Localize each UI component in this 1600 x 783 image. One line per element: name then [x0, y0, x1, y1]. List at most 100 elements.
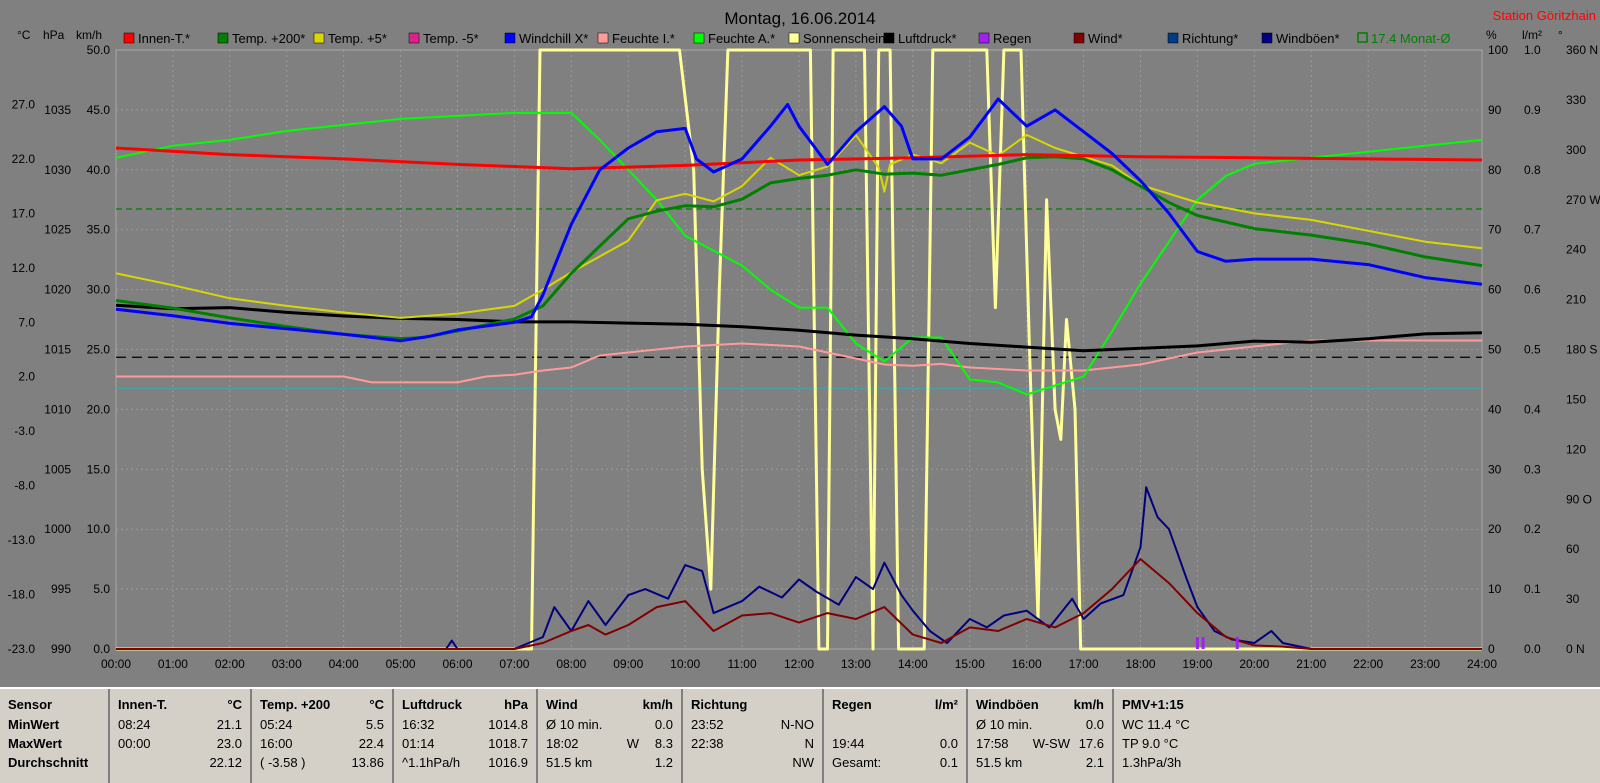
summary-cell-value: 13.86: [351, 755, 384, 770]
summary-cell-time: 51.5 km: [976, 755, 1023, 770]
direction-tick-label: 210: [1566, 293, 1586, 307]
temp-tick-label: -13.0: [8, 533, 36, 547]
direction-tick-label: 60: [1566, 542, 1580, 556]
rain-tick-label: 0.7: [1524, 223, 1541, 237]
summary-cell-value: 22.4: [358, 736, 384, 751]
percent-tick-label: 30: [1488, 462, 1502, 476]
temp-tick-label: -3.0: [14, 424, 35, 438]
summary-header: Regen l/m²: [832, 697, 958, 717]
summary-cell-time: MinWert: [8, 717, 60, 732]
summary-row: 51.5 km 1.2: [546, 755, 673, 774]
summary-cell-time: ^1.1hPa/h: [402, 755, 461, 770]
kmh-tick-label: 45.0: [87, 103, 111, 117]
summary-cell-time: 16:00: [260, 736, 293, 751]
legend-swatch: [597, 32, 609, 44]
series-line: [115, 303, 1483, 353]
summary-cell-value: N: [804, 736, 814, 751]
station-label: Station Göritzhain: [1493, 8, 1596, 23]
summary-row: MinWert: [8, 717, 100, 736]
summary-cell-time: 17:58: [976, 736, 1009, 751]
summary-header-label: Regen: [832, 697, 872, 712]
direction-tick-label: 270 W: [1566, 193, 1600, 207]
temp-tick-label: 22.0: [12, 152, 36, 166]
chart-title: Montag, 16.06.2014: [724, 9, 875, 28]
temp-tick-label: -8.0: [14, 479, 35, 493]
hpa-tick-label: 1025: [44, 223, 71, 237]
temp-tick-label: -23.0: [8, 642, 36, 656]
summary-row: 16:32 1014.8: [402, 717, 528, 736]
summary-cell-time: 00:00: [118, 736, 151, 751]
rain-tick-label: 0.0: [1524, 642, 1541, 656]
summary-cell-time: Durchschnitt: [8, 755, 89, 770]
summary-header: Sensor: [8, 697, 100, 717]
legend-swatch: [1073, 32, 1085, 44]
direction-tick-label: 360 N: [1566, 43, 1598, 57]
summary-header-unit: °C: [227, 697, 242, 712]
x-tick-label: 12:00: [784, 657, 814, 671]
kmh-tick-label: 5.0: [93, 582, 110, 596]
summary-row: Durchschnitt: [8, 755, 100, 774]
kmh-tick-label: 40.0: [87, 163, 111, 177]
x-tick-label: 09:00: [613, 657, 643, 671]
summary-cell-time: Gesamt:: [832, 755, 882, 770]
summary-header: Wind km/h: [546, 697, 673, 717]
legend-swatch: [313, 32, 325, 44]
legend-swatch: [1261, 32, 1273, 44]
kmh-tick-label: 0.0: [93, 642, 110, 656]
percent-tick-label: 10: [1488, 582, 1502, 596]
temp-tick-label: 12.0: [12, 261, 36, 275]
series-line: [115, 97, 1483, 343]
summary-cell-value: 2.1: [1085, 755, 1104, 770]
temp-tick-label: 17.0: [12, 206, 36, 220]
x-tick-label: 03:00: [272, 657, 302, 671]
summary-header-label: Temp. +200: [260, 697, 331, 712]
percent-tick-label: 50: [1488, 343, 1502, 357]
kmh-tick-label: 20.0: [87, 402, 111, 416]
x-tick-label: 23:00: [1410, 657, 1440, 671]
percent-tick-label: 80: [1488, 163, 1502, 177]
legend-swatch: [1357, 32, 1368, 43]
summary-row: [832, 717, 958, 736]
x-tick-label: 24:00: [1467, 657, 1497, 671]
summary-cell-value: 23.0: [216, 736, 242, 751]
legend-swatch: [217, 32, 229, 44]
summary-cell-value: 0.0: [939, 736, 958, 751]
summary-column: Innen-T. °C 08:24 21.1 00:00 23.0 22.12: [110, 689, 252, 783]
summary-header-label: Sensor: [8, 697, 53, 712]
kmh-tick-label: 10.0: [87, 522, 111, 536]
summary-row: WC 11.4 °C: [1122, 717, 1592, 736]
temp-tick-label: 2.0: [18, 370, 35, 384]
summary-row: 00:00 23.0: [118, 736, 242, 755]
rain-bar: [1195, 637, 1199, 649]
summary-row: 18:02 W 8.3: [546, 736, 673, 755]
series-line: [116, 558, 1482, 650]
direction-tick-label: 90 O: [1566, 492, 1592, 506]
legend-swatch: [1167, 32, 1179, 44]
legend-label: Richtung*: [1182, 31, 1238, 46]
summary-row: ( -3.58 ) 13.86: [260, 755, 384, 774]
legend-label: Temp. +200*: [232, 31, 305, 46]
summary-cell-time: 1.3hPa/3h: [1122, 755, 1182, 770]
direction-tick-label: 0 N: [1566, 642, 1585, 656]
kmh-tick-label: 35.0: [87, 223, 111, 237]
series-line: [115, 111, 1483, 396]
percent-tick-label: 60: [1488, 283, 1502, 297]
summary-row: 22:38 N: [691, 736, 814, 755]
legend-swatch: [978, 32, 990, 44]
direction-tick-label: 300: [1566, 143, 1586, 157]
x-tick-label: 06:00: [442, 657, 472, 671]
summary-header-label: Luftdruck: [402, 697, 462, 712]
summary-column: Wind km/h Ø 10 min. 0.0 18:02 W 8.3 51.5 km 1.2: [538, 689, 683, 783]
unit-kmh: km/h: [76, 28, 102, 42]
series-line: [116, 48, 1482, 651]
summary-cell-value: 1014.8: [488, 717, 528, 732]
summary-table: Sensor MinWert MaxWert Durchschnitt Innen-T.…: [0, 687, 1600, 783]
summary-header-label: Richtung: [691, 697, 748, 712]
series-line: [115, 146, 1483, 171]
legend-label: Feuchte A.*: [708, 31, 775, 46]
summary-cell-value: 1016.9: [488, 755, 528, 770]
x-tick-label: 02:00: [215, 657, 245, 671]
summary-header: Richtung: [691, 697, 814, 717]
unit-deg: °: [1558, 28, 1563, 42]
